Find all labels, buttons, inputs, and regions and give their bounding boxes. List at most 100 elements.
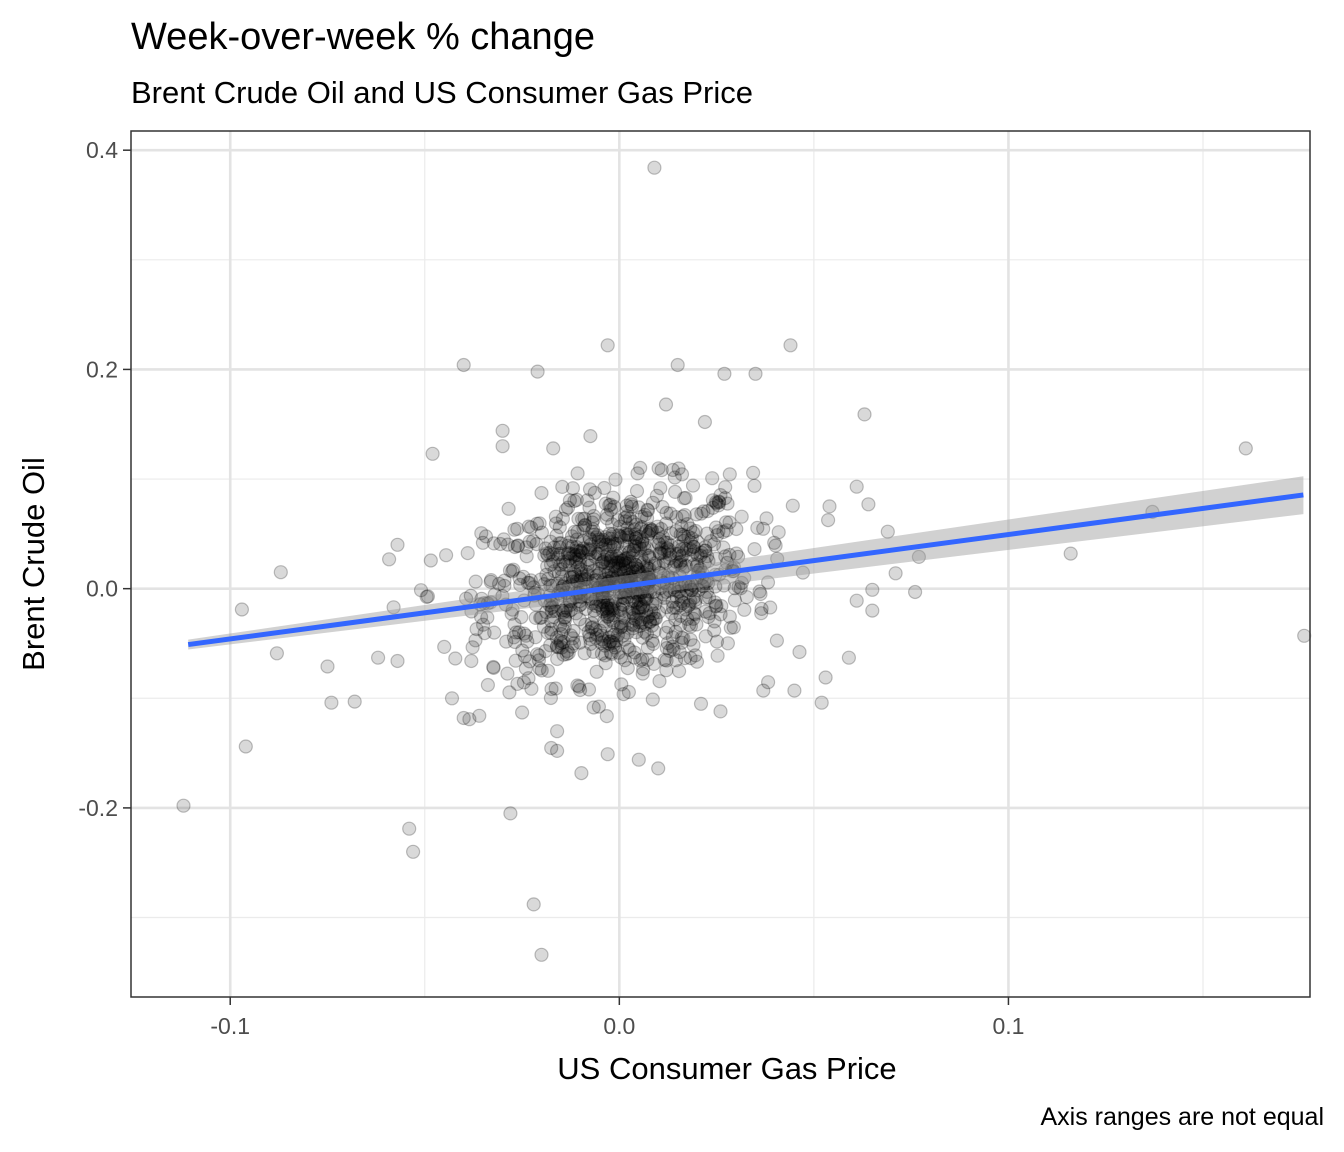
data-point [756,683,771,698]
data-point [583,429,598,444]
data-point [669,554,684,570]
data-point [651,461,666,476]
data-point [627,645,642,660]
data-point [726,620,741,635]
data-point [583,537,598,552]
data-point [654,521,669,537]
data-point [468,633,483,648]
data-point [448,651,463,666]
data-point [591,546,607,562]
data-point [677,541,692,556]
data-point [649,488,665,503]
data-point [683,535,698,550]
data-point [578,571,593,586]
x-tick-label: 0.0 [603,1013,635,1039]
data-point [600,595,615,610]
data-point [1297,628,1312,643]
data-point [558,603,573,618]
data-point [570,574,586,589]
data-point [722,467,737,482]
data-point [475,535,490,550]
data-point [618,558,634,574]
data-point [562,535,577,550]
data-point [487,625,502,640]
data-point [570,678,585,693]
data-point [522,534,537,549]
data-point [754,606,769,621]
data-point [510,538,525,554]
data-point [651,559,666,575]
data-point [674,589,689,604]
data-point [587,527,602,542]
y-tick-label: 0.4 [86,137,118,163]
data-point [592,623,608,638]
data-point [456,357,471,373]
data-point [698,604,713,619]
data-point [594,534,609,549]
data-point [655,586,670,602]
data-point [610,627,626,643]
data-point [590,546,605,562]
data-point [510,521,525,536]
data-point [533,572,548,587]
data-point [654,540,669,556]
data-point [574,566,589,581]
data-point [625,601,640,617]
data-point [506,562,521,577]
data-point [595,555,610,570]
data-point [599,547,615,563]
data-point [594,635,609,651]
data-point [653,546,669,561]
data-point [548,516,564,531]
data-point [605,571,620,586]
data-point [586,573,601,588]
data-point [600,600,615,616]
x-axis-title: US Consumer Gas Price [557,1051,896,1086]
data-point [633,460,648,475]
data-point [603,645,618,660]
data-point [563,551,578,566]
data-point [588,549,603,565]
data-point [699,526,715,541]
data-point [601,565,616,580]
data-point [659,599,674,615]
data-point [609,555,624,570]
data-point [627,534,643,549]
data-point [630,587,646,603]
data-point [483,574,498,589]
data-point [503,806,518,821]
data-point [574,544,590,560]
data-point [550,651,565,667]
data-point [719,523,734,538]
data-point [534,610,549,625]
data-point [486,536,501,551]
data-point [713,488,728,503]
data-point [651,761,666,776]
data-point [865,582,880,597]
y-axis: -0.2 0.0 0.2 0.4 [78,137,131,821]
data-point [689,558,705,574]
data-point [595,601,610,616]
data-point [519,540,534,555]
data-point [608,472,623,487]
data-point [676,631,691,646]
data-point [607,536,623,551]
data-point [534,947,549,962]
data-point [634,534,650,550]
data-point [549,639,565,655]
data-point [580,557,595,572]
data-point [561,645,576,661]
data-point [708,551,724,567]
data-point [642,521,658,536]
data-point [605,625,620,640]
data-point [609,549,624,564]
data-point [566,636,582,651]
data-point [555,479,570,494]
data-point [613,529,629,545]
data-point [563,597,578,613]
data-point [508,653,523,668]
data-point [504,606,519,621]
data-point [631,593,646,608]
data-point [820,512,836,528]
data-point [729,521,744,537]
